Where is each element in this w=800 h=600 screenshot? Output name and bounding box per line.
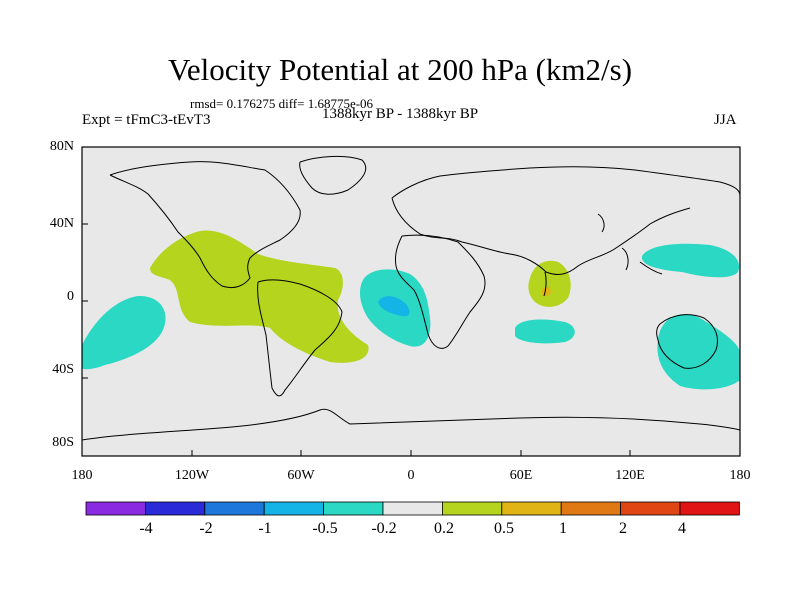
colorbar-label-5: -0.2: [371, 520, 397, 537]
axis-ticks: [81, 146, 741, 457]
colorbar-box-7: [441, 501, 503, 516]
coast-australia: [656, 314, 718, 369]
colorbar-box-4: [263, 501, 325, 516]
contour-australia-negative: [657, 314, 740, 390]
lat-label-80s: 80S: [52, 435, 74, 450]
lon-label-180e: 180: [729, 468, 751, 483]
colorbar-box-9: [560, 501, 622, 516]
contour-southpacific-negative: [82, 295, 166, 370]
coast-north-america: [109, 161, 301, 289]
map-title: Velocity Potential at 200 hPa (km2/s): [167, 52, 633, 87]
colorbar-box-5: [323, 501, 384, 516]
lat-label-40s: 40S: [52, 362, 74, 377]
lon-label-180w: 180: [71, 468, 93, 483]
colorbar: [85, 501, 740, 516]
contour-indian-positive: [528, 260, 571, 307]
colorbar-label-1: -4: [139, 520, 153, 537]
contour-indian-negative: [515, 319, 575, 344]
colorbar-label-2: -2: [199, 520, 213, 537]
colorbar-box-1: [85, 501, 146, 516]
coast-eurasia: [391, 166, 740, 275]
season-label: JJA: [714, 112, 737, 128]
colorbar-box-10: [620, 501, 681, 516]
contour-westpacific-negative: [641, 243, 740, 278]
period-label: 1388kyr BP - 1388kyr BP: [322, 106, 479, 122]
contour-fields: [82, 230, 740, 390]
coast-antarctica: [82, 408, 740, 441]
lon-label-0: 0: [407, 468, 415, 483]
lat-label-40n: 40N: [49, 216, 74, 231]
lon-label-120w: 120W: [174, 468, 210, 483]
contour-americas-positive: [150, 230, 369, 363]
experiment-label: Expt = tFmC3-tEvT3: [82, 112, 211, 128]
colorbar-label-4: -0.5: [312, 520, 338, 537]
colorbar-box-2: [144, 501, 206, 516]
colorbar-label-9: 2: [619, 520, 627, 537]
coastlines: [82, 155, 740, 441]
colorbar-label-7: 0.5: [494, 520, 514, 537]
coast-south-america: [257, 279, 343, 397]
lon-label-120e: 120E: [615, 468, 645, 483]
colorbar-label-10: 4: [678, 520, 686, 537]
coast-africa: [395, 234, 486, 349]
colorbar-label-3: -1: [258, 520, 272, 537]
colorbar-label-6: 0.2: [434, 520, 454, 537]
lon-label-60e: 60E: [509, 468, 533, 483]
coast-greenland: [299, 155, 367, 195]
colorbar-label-8: 1: [559, 520, 567, 537]
lat-label-80n: 80N: [49, 139, 74, 154]
colorbar-box-3: [204, 501, 265, 516]
stats-line: rmsd= 0.176275 diff= 1.68775e-06: [190, 96, 374, 111]
lon-label-60w: 60W: [287, 468, 315, 483]
colorbar-box-11: [679, 501, 740, 516]
coast-islands: [543, 213, 663, 297]
colorbar-box-6: [382, 501, 443, 516]
contour-atlantic-strong-negative: [378, 296, 410, 317]
lat-label-0: 0: [67, 289, 74, 304]
colorbar-box-8: [501, 501, 562, 516]
